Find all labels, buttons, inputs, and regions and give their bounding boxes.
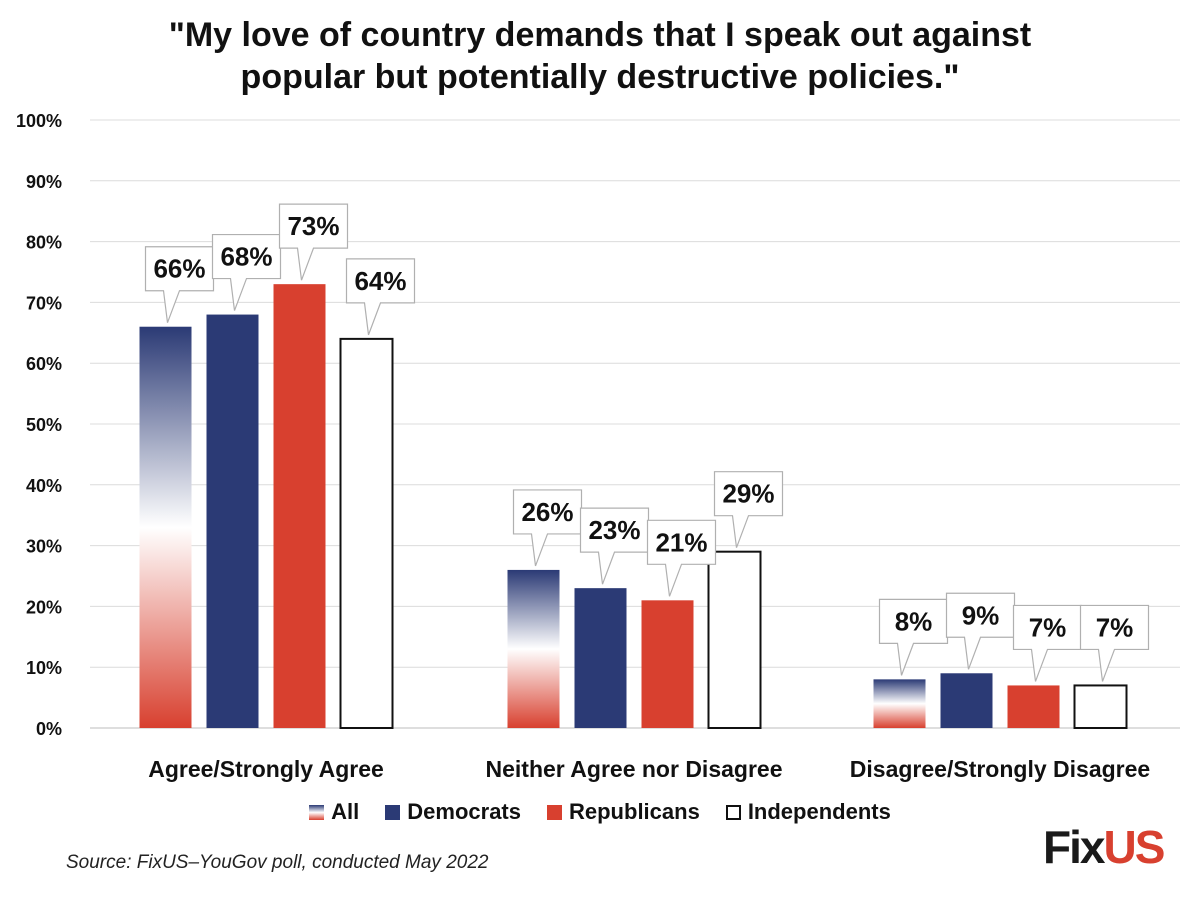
data-label: 23%: [588, 515, 640, 545]
bar-republicans: [1007, 685, 1060, 728]
x-axis-labels: Agree/Strongly Agree Neither Agree nor Di…: [148, 756, 1150, 782]
data-label-callout: [579, 507, 650, 585]
logo-fix: Fix: [1043, 821, 1105, 873]
data-label: 73%: [287, 211, 339, 241]
x-category-label: Disagree/Strongly Disagree: [850, 756, 1150, 782]
data-label: 68%: [220, 242, 272, 272]
y-tick-label: 40%: [26, 476, 62, 496]
y-tick-label: 100%: [16, 111, 62, 131]
bar-democrats: [206, 314, 259, 728]
chart-title-line-2: popular but potentially destructive poli…: [240, 58, 960, 96]
data-label: 21%: [655, 527, 707, 557]
source-note: Source: FixUS–YouGov poll, conducted May…: [66, 852, 489, 873]
data-label: 26%: [521, 497, 573, 527]
fixus-logo: FixUS: [1043, 820, 1165, 874]
data-label-callout: [945, 592, 1016, 670]
y-tick-label: 0%: [36, 719, 62, 739]
data-label: 8%: [895, 606, 933, 636]
y-tick-label: 90%: [26, 172, 62, 192]
data-label: 7%: [1029, 612, 1067, 642]
chart-title-line-1: "My love of country demands that I speak…: [168, 16, 1032, 54]
legend-swatch-independents: [725, 804, 741, 820]
legend-swatch-republicans: [547, 804, 562, 820]
chart-title: "My love of country demands that I speak…: [0, 14, 1200, 98]
legend-item-republicans: Republicans: [547, 799, 700, 825]
bars: [139, 284, 1128, 730]
y-tick-label: 50%: [26, 415, 62, 435]
bar-democrats: [574, 588, 627, 728]
y-tick-label: 80%: [26, 233, 62, 253]
gridlines: [90, 119, 1180, 729]
y-tick-label: 60%: [26, 354, 62, 374]
bar-democrats: [940, 673, 993, 728]
bar-all: [139, 326, 192, 728]
legend-item-all: All: [309, 799, 359, 825]
data-label-callout: [345, 258, 416, 336]
data-labels: 66% 68% 73% 64% 26% 23% 21% 29% 8% 9% 7% 7%: [144, 203, 1150, 682]
y-tick-label: 10%: [26, 658, 62, 678]
bar-all: [507, 569, 560, 728]
bar-all: [873, 679, 926, 728]
data-label: 9%: [962, 600, 1000, 630]
legend-item-independents: Independents: [725, 799, 891, 825]
data-label-callout: [713, 471, 784, 548]
legend: All Democrats Republicans Independents: [0, 799, 1200, 825]
legend-item-democrats: Democrats: [385, 799, 521, 825]
bar-republicans: [641, 600, 694, 728]
y-axis-ticks: 0% 10% 20% 30% 40% 50% 60% 70% 80% 90% 100%: [16, 111, 62, 739]
data-label-callout: [1079, 604, 1150, 682]
legend-label-all: All: [331, 799, 360, 824]
legend-label-democrats: Democrats: [407, 799, 521, 824]
legend-label-republicans: Republicans: [569, 799, 700, 824]
data-label: 7%: [1096, 612, 1134, 642]
bar-independents: [339, 337, 394, 729]
y-tick-label: 70%: [26, 293, 62, 313]
bar-republicans: [273, 284, 326, 728]
legend-label-independents: Independents: [747, 799, 891, 824]
data-label-callout: [512, 489, 583, 567]
y-tick-label: 30%: [26, 537, 62, 557]
bar-independents: [1073, 684, 1128, 730]
legend-swatch-democrats: [385, 804, 401, 820]
bar-independents: [707, 550, 762, 729]
legend-swatch-all: [309, 804, 325, 820]
data-label: 29%: [722, 479, 774, 509]
data-label: 66%: [153, 254, 205, 284]
x-category-label: Agree/Strongly Agree: [148, 756, 384, 782]
logo-us: US: [1103, 821, 1165, 873]
data-label: 64%: [354, 266, 406, 296]
data-label-callout: [278, 203, 349, 281]
x-category-label: Neither Agree nor Disagree: [486, 756, 783, 782]
data-label-callout: [646, 519, 717, 597]
y-tick-label: 20%: [26, 597, 62, 617]
